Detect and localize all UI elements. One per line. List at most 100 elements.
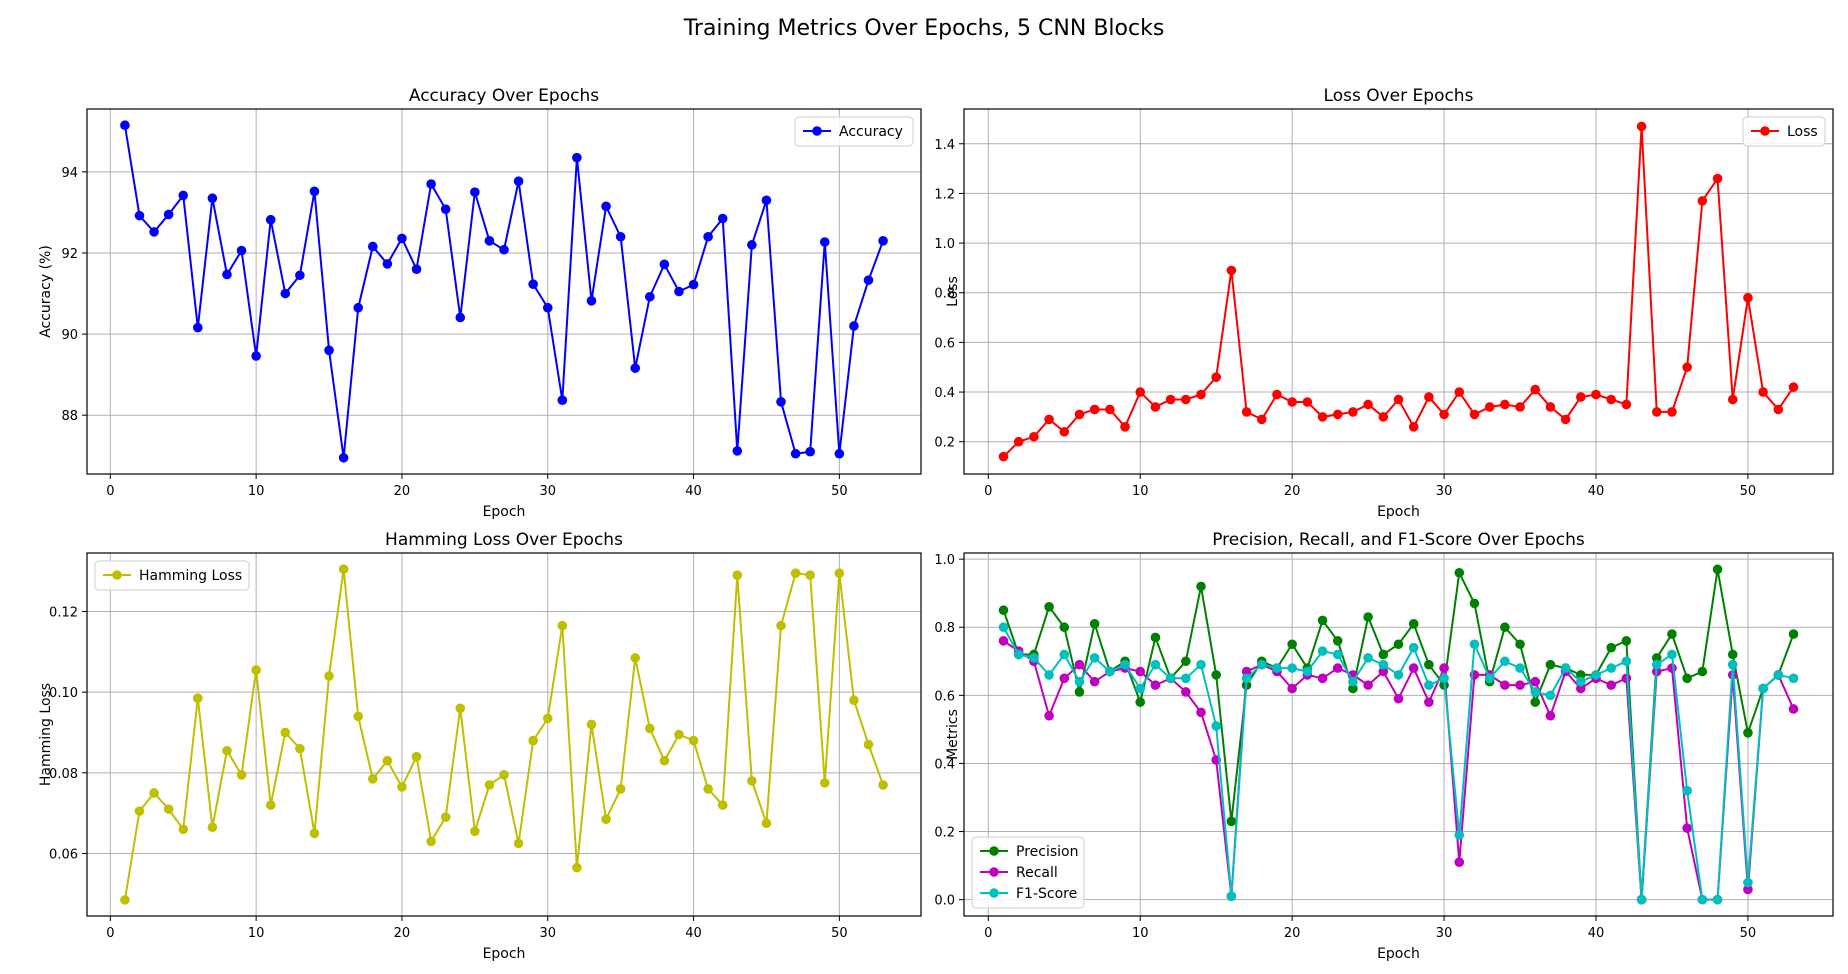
- data-point: [645, 723, 655, 734]
- x-tick-label: 20: [394, 484, 411, 499]
- x-tick-label: 10: [248, 926, 265, 941]
- data-point: [747, 240, 757, 250]
- data-point: [1302, 397, 1313, 407]
- data-point: [557, 620, 568, 631]
- legend: Loss: [1742, 116, 1826, 147]
- data-point: [1165, 394, 1176, 405]
- data-point: [1393, 670, 1404, 680]
- data-point: [1317, 412, 1328, 422]
- data-point: [1667, 629, 1677, 639]
- data-point: [149, 227, 159, 237]
- data-point: [1788, 673, 1799, 684]
- data-point: [1454, 857, 1465, 867]
- y-tick-label: 1.0: [934, 553, 955, 568]
- data-point: [1074, 409, 1085, 420]
- x-tick-label: 30: [539, 926, 556, 941]
- data-point: [732, 570, 743, 580]
- legend-label: Loss: [1787, 124, 1818, 140]
- legend-box: [1742, 116, 1826, 147]
- x-tick-label: 30: [1436, 484, 1453, 499]
- data-point: [674, 286, 684, 297]
- chart-panel-1: 0 10 20 30 40 50 88 90 92 94 Accuracy Over Epochs E…: [38, 86, 922, 520]
- data-point: [659, 755, 670, 766]
- data-point: [790, 568, 801, 578]
- data-point: [645, 291, 655, 302]
- data-point: [309, 186, 320, 197]
- data-point: [1150, 632, 1161, 643]
- data-point: [1211, 372, 1221, 382]
- data-point: [1469, 409, 1480, 420]
- data-point: [1317, 673, 1328, 684]
- legend: Precision Recall F1-Score: [971, 836, 1085, 909]
- data-point: [499, 770, 509, 780]
- y-tick-label: 0.12: [49, 605, 78, 620]
- data-point: [1408, 619, 1419, 629]
- data-point: [484, 236, 495, 246]
- data-point: [1697, 666, 1708, 677]
- data-point: [222, 745, 232, 756]
- data-point: [280, 288, 291, 299]
- data-point: [1788, 704, 1799, 714]
- chart-panel-4: 0 10 20 30 40 50 0.0 0.2 0.4 0.6 0.8 1.0 Precision, …: [934, 530, 1834, 962]
- data-point: [1211, 721, 1221, 731]
- data-point: [1515, 680, 1525, 690]
- data-point: [163, 209, 174, 220]
- data-point: [513, 176, 524, 186]
- data-point: [776, 620, 786, 631]
- data-point: [1576, 670, 1586, 680]
- x-axis-label: Epoch: [483, 504, 526, 520]
- data-point: [324, 345, 334, 356]
- data-point: [207, 822, 218, 833]
- data-point: [1105, 404, 1115, 415]
- data-point: [1727, 394, 1738, 405]
- data-point: [615, 231, 626, 242]
- data-point: [1682, 823, 1692, 833]
- data-point: [163, 804, 174, 814]
- data-point: [674, 729, 684, 740]
- data-point: [236, 770, 247, 780]
- data-point: [1181, 687, 1191, 697]
- chart-title: Hamming Loss Over Epochs: [385, 530, 623, 550]
- data-point: [1788, 382, 1799, 392]
- legend-label: Precision: [1016, 844, 1078, 860]
- x-tick-label: 40: [685, 484, 702, 499]
- data-point: [1743, 728, 1753, 738]
- data-point: [1287, 683, 1297, 694]
- plot-frame: [963, 552, 1834, 917]
- legend-label: Recall: [1016, 865, 1058, 881]
- x-axis-label: Epoch: [1377, 946, 1420, 962]
- data-point: [1500, 680, 1510, 690]
- data-point: [1515, 663, 1525, 673]
- data-point: [120, 895, 130, 905]
- x-tick-label: 0: [106, 926, 114, 941]
- data-point: [1348, 676, 1358, 687]
- x-tick-label: 0: [984, 484, 992, 499]
- data-point: [1150, 402, 1161, 412]
- legend-box: [94, 560, 250, 591]
- data-point: [265, 214, 276, 225]
- legend-swatch-marker: [989, 846, 999, 856]
- data-point: [1667, 663, 1677, 673]
- data-point: [1545, 402, 1556, 412]
- y-tick-label: 90: [61, 328, 78, 343]
- data-point: [513, 838, 524, 849]
- data-point: [1059, 426, 1070, 437]
- data-point: [353, 302, 364, 313]
- data-point: [1272, 663, 1282, 673]
- data-point: [1135, 666, 1146, 677]
- data-point: [1773, 670, 1784, 680]
- data-point: [1089, 619, 1100, 629]
- figure-title: Training Metrics Over Epochs, 5 CNN Bloc…: [683, 16, 1165, 41]
- x-tick-label: 20: [394, 926, 411, 941]
- data-point: [193, 693, 203, 703]
- data-point: [1576, 683, 1586, 694]
- x-tick-label: 50: [831, 926, 848, 941]
- data-point: [601, 814, 611, 824]
- data-point: [1181, 656, 1191, 667]
- data-point: [1712, 894, 1723, 905]
- data-point: [1287, 663, 1297, 673]
- legend-swatch-marker: [112, 570, 122, 580]
- data-point: [1500, 656, 1510, 667]
- data-point: [1135, 387, 1146, 397]
- y-tick-label: 0.0: [934, 894, 955, 909]
